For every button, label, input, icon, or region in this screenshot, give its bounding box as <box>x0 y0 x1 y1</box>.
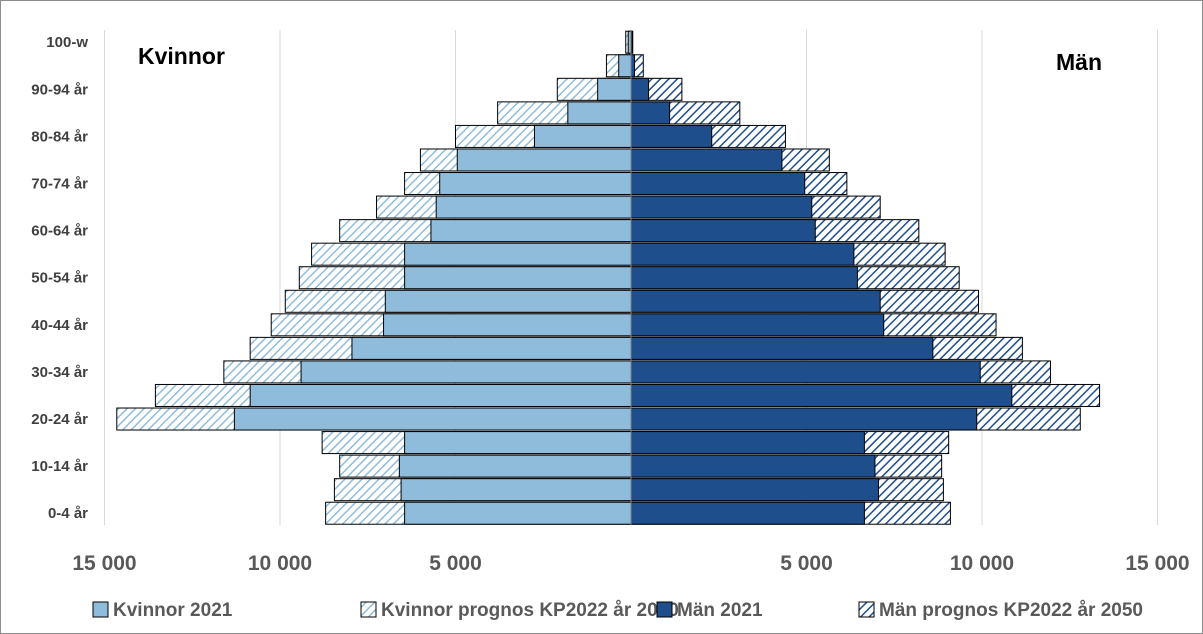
bar-man-2021-16 <box>630 124 713 148</box>
y-tick-label: 90-94 år <box>31 81 88 98</box>
bar-man-2021-3 <box>630 431 865 455</box>
legend-label: Män 2021 <box>677 600 763 621</box>
bar-man-2021-0 <box>630 501 865 525</box>
legend-swatch <box>858 601 875 618</box>
legend: Kvinnor 2021 Kvinnor prognos KP2022 år 20… <box>92 600 1143 621</box>
bar-man-2021-9 <box>630 289 881 313</box>
x-tick-label: 10 000 <box>950 552 1014 575</box>
legend-label: Kvinnor prognos KP2022 år 2050 <box>381 600 679 621</box>
bar-kvinnor-2021-7 <box>351 336 632 360</box>
legend-swatch <box>360 601 377 618</box>
y-tick-label: 20-24 år <box>31 411 88 428</box>
x-tick-label: 5 000 <box>429 552 482 575</box>
bar-kvinnor-2021-1 <box>400 478 632 502</box>
y-tick-label: 50-54 år <box>31 270 88 287</box>
bar-kvinnor-2021-16 <box>533 124 632 148</box>
bar-kvinnor-2021-9 <box>384 289 632 313</box>
bar-kvinnor-2021-2 <box>398 454 632 478</box>
left-side-label: Kvinnor <box>138 43 225 69</box>
bar-kvinnor-2021-4 <box>233 407 632 431</box>
bars <box>116 30 1101 525</box>
y-tick-label: 80-84 år <box>31 128 88 145</box>
x-tick-label: 5 000 <box>780 552 833 575</box>
bar-kvinnor-2021-0 <box>404 501 632 525</box>
bar-kvinnor-2021-10 <box>404 266 632 290</box>
y-axis-labels: 0-4 år 10-14 år 20-24 år 30-34 år 40-44 år 50… <box>31 34 88 522</box>
bar-man-2021-2 <box>630 454 876 478</box>
y-tick-label: 60-64 år <box>31 223 88 240</box>
x-tick-label: 15 000 <box>1125 552 1189 575</box>
bar-kvinnor-2021-15 <box>456 148 632 172</box>
x-tick-label: 10 000 <box>248 552 312 575</box>
bar-man-2021-15 <box>630 148 783 172</box>
bar-man-2021-8 <box>630 313 885 337</box>
bar-kvinnor-2021-8 <box>383 313 632 337</box>
bar-man-2021-5 <box>630 383 1013 407</box>
bar-man-2021-12 <box>630 219 816 243</box>
bar-kvinnor-2021-14 <box>439 172 632 196</box>
bar-kvinnor-2021-11 <box>404 242 632 266</box>
bar-man-2021-4 <box>630 407 978 431</box>
bar-kvinnor-2021-17 <box>567 101 632 125</box>
bar-kvinnor-2021-19 <box>618 54 632 78</box>
bar-man-2021-17 <box>630 101 671 125</box>
bar-kvinnor-2021-5 <box>249 383 632 407</box>
legend-swatch <box>92 601 109 618</box>
bar-man-2021-7 <box>630 336 934 360</box>
gridlines <box>104 30 1158 525</box>
legend-swatch <box>656 601 673 618</box>
right-side-label: Män <box>1056 49 1102 75</box>
bar-man-2021-1 <box>630 478 879 502</box>
bar-man-2021-19 <box>630 54 636 78</box>
x-tick-label: 15 000 <box>72 552 136 575</box>
y-tick-label: 100-w <box>46 34 88 51</box>
y-tick-label: 70-74 år <box>31 176 88 193</box>
bar-man-2021-6 <box>630 360 981 384</box>
y-tick-label: 40-44 år <box>31 317 88 334</box>
bar-kvinnor-2021-13 <box>435 195 632 219</box>
y-tick-label: 0-4 år <box>48 505 88 522</box>
legend-label: Kvinnor 2021 <box>113 600 233 621</box>
bar-man-2021-14 <box>630 172 806 196</box>
x-axis-labels: 15 000 10 000 5 000 5 000 10 000 15 000 <box>72 552 1189 575</box>
y-tick-label: 10-14 år <box>31 458 88 475</box>
bar-kvinnor-2021-3 <box>404 431 632 455</box>
bar-man-2021-11 <box>630 242 855 266</box>
bar-man-2021-13 <box>630 195 813 219</box>
bar-kvinnor-2021-18 <box>597 77 632 101</box>
bar-kvinnor-2021-6 <box>300 360 632 384</box>
bar-man-2021-18 <box>630 77 650 101</box>
legend-label: Män prognos KP2022 år 2050 <box>879 600 1143 621</box>
bar-man-2021-10 <box>630 266 858 290</box>
y-tick-label: 30-34 år <box>31 364 88 381</box>
bar-kvinnor-2021-12 <box>430 219 632 243</box>
